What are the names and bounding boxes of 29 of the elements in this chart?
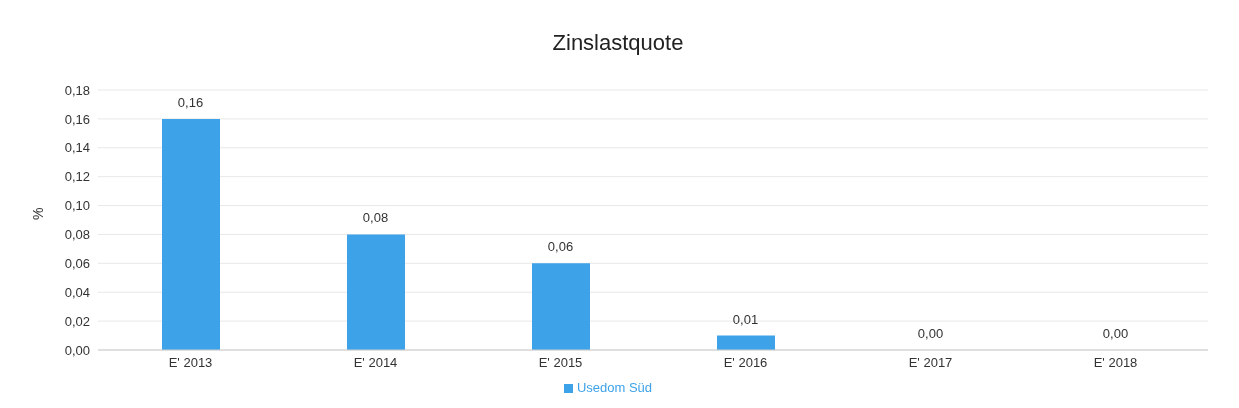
- y-tick-label: 0,00: [64, 342, 90, 358]
- x-tick-label: E' 2014: [353, 355, 398, 371]
- data-label: 0,00: [917, 326, 944, 341]
- bar: [162, 118, 220, 350]
- x-tick-label: E' 2013: [168, 355, 213, 371]
- y-axis-title: %: [29, 207, 46, 220]
- data-label: 0,08: [362, 210, 389, 226]
- y-tick-label: 0,10: [64, 198, 90, 214]
- chart-title: Zinslastquote: [551, 29, 685, 57]
- x-tick-label: E' 2016: [723, 355, 768, 371]
- y-tick-label: 0,04: [64, 284, 90, 300]
- data-label: 0,01: [732, 311, 759, 327]
- x-tick-label: E' 2015: [538, 355, 583, 371]
- bar: [347, 234, 405, 350]
- y-tick-label: 0,18: [64, 82, 90, 98]
- bar: [532, 263, 590, 350]
- data-label: 0,00: [1102, 326, 1129, 341]
- y-tick-label: 0,06: [64, 255, 90, 271]
- bar: [717, 335, 775, 350]
- y-tick-label: 0,12: [64, 169, 90, 185]
- data-label: 0,16: [177, 94, 204, 110]
- y-tick-label: 0,02: [64, 313, 90, 329]
- x-tick-label: E' 2018: [1093, 355, 1138, 371]
- y-tick-label: 0,14: [64, 140, 90, 156]
- data-label: 0,06: [547, 239, 574, 255]
- legend-label: Usedom Süd: [576, 380, 653, 395]
- x-tick-label: E' 2017: [908, 355, 953, 371]
- y-tick-label: 0,08: [64, 227, 90, 243]
- y-tick-label: 0,16: [64, 111, 90, 127]
